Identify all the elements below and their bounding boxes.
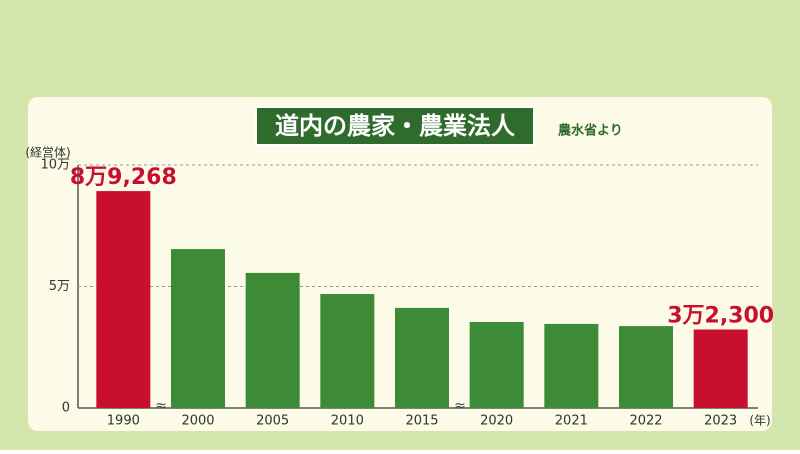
bar <box>320 294 375 408</box>
chart-title: 道内の農家・農業法人 <box>275 112 515 140</box>
bar <box>245 272 300 408</box>
x-tick-label: 2023 <box>704 414 737 429</box>
value-label: 3万2,300 <box>667 304 774 329</box>
x-tick-label: 2020 <box>480 414 513 429</box>
x-tick-label: 2005 <box>256 414 289 429</box>
bar <box>96 191 151 408</box>
bar <box>171 249 225 408</box>
x-tick-label: 2000 <box>181 414 214 429</box>
bar <box>395 307 449 408</box>
title-box <box>255 106 535 146</box>
value-label: 8万9,268 <box>70 165 177 190</box>
y-tick-label: 5万 <box>49 279 70 294</box>
y-tick-label: 10万 <box>40 158 70 173</box>
x-tick-label: 2010 <box>331 414 364 429</box>
y-axis-label: (経営体) <box>25 146 70 160</box>
y-tick-label: 0 <box>62 401 70 416</box>
axis-break: ≈ <box>454 398 466 414</box>
x-tick-label: 2022 <box>629 414 662 429</box>
x-tick-label: 1990 <box>107 414 140 429</box>
bar <box>544 323 599 408</box>
x-axis-label: (年) <box>749 414 770 428</box>
source: 農水省より <box>558 123 623 139</box>
axis-break: ≈ <box>155 398 167 414</box>
bar <box>469 321 524 408</box>
x-tick-label: 2021 <box>555 414 588 429</box>
x-tick-label: 2015 <box>405 414 438 429</box>
bar <box>693 329 748 408</box>
bar <box>619 326 673 408</box>
